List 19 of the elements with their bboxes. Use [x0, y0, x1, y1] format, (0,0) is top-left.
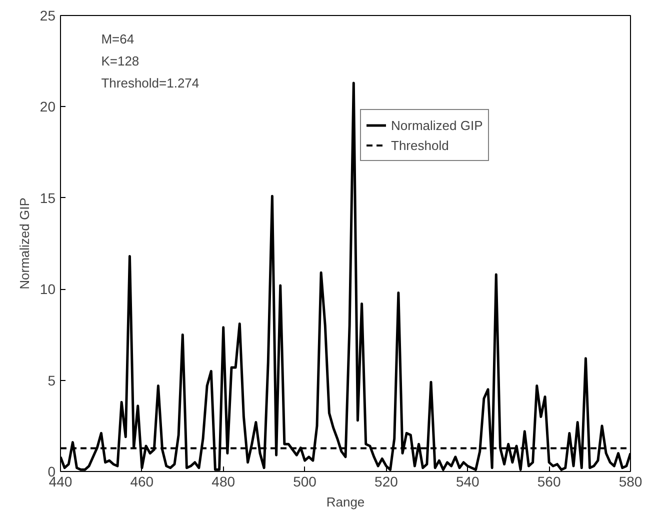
- legend-label: Threshold: [391, 138, 449, 152]
- y-tick-label: 5: [48, 372, 56, 388]
- y-axis-title: Normalized GIP: [16, 198, 32, 290]
- x-tick-label: 460: [130, 474, 154, 490]
- y-tick-label: 10: [40, 281, 56, 298]
- y-tick-label: 25: [40, 8, 56, 24]
- x-tick-label: 580: [618, 474, 642, 490]
- x-tick-label: 520: [374, 474, 398, 490]
- x-tick-label: 480: [212, 474, 236, 490]
- x-tick-label: 540: [456, 474, 480, 490]
- y-tick-label: 15: [40, 190, 56, 206]
- x-tick-label: 500: [293, 474, 317, 490]
- annotation: M=64: [101, 32, 134, 47]
- annotation: K=128: [101, 53, 140, 68]
- legend-label: Normalized GIP: [391, 118, 483, 132]
- annotation: Threshold=1.274: [101, 75, 200, 90]
- x-tick-label: 560: [537, 474, 561, 490]
- x-axis-title: Range: [326, 494, 365, 510]
- y-tick-label: 20: [40, 98, 56, 115]
